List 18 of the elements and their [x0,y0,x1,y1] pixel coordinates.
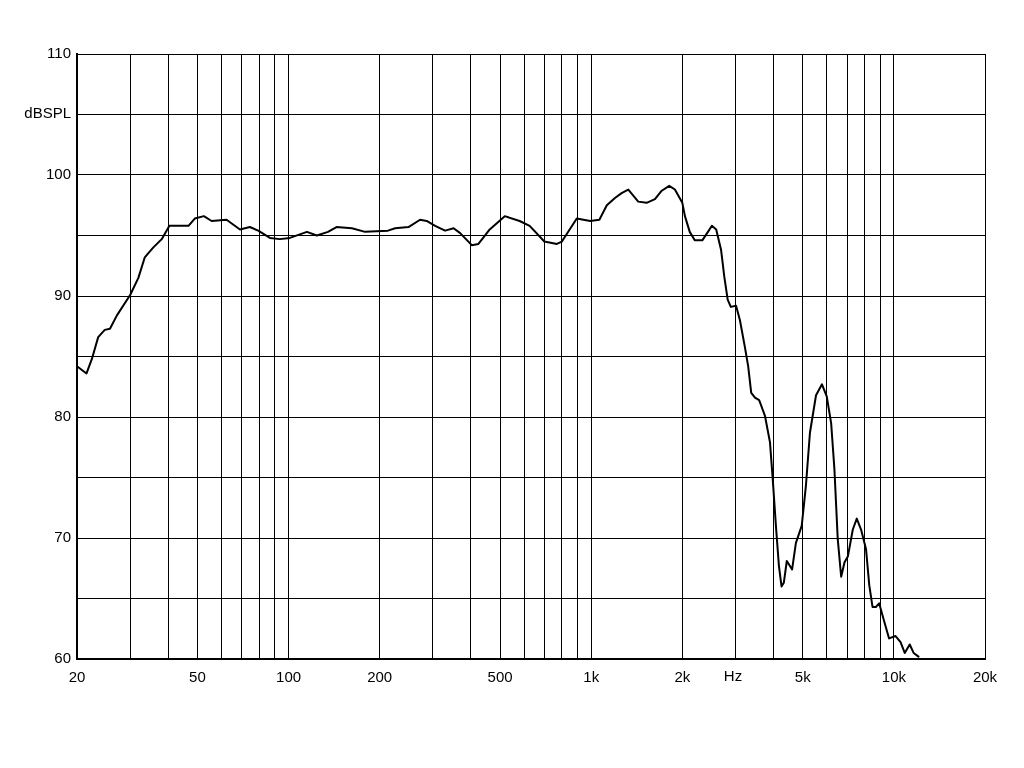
y-tick-label: 70 [54,528,71,546]
x-tick-label: 100 [276,668,302,686]
y-tick-label: 80 [54,407,71,425]
y-tick-label: 90 [54,286,71,304]
x-tick-label: 1k [583,668,600,686]
x-tick-label: 200 [367,668,393,686]
x-tick-label: 2k [674,668,691,686]
y-tick-label: 110 [47,44,71,62]
x-tick-label: 10k [881,668,907,686]
x-tick-label: 20 [68,668,86,686]
x-tick-label: 50 [189,668,206,686]
y-tick-label: 60 [54,649,71,667]
x-tick-label: 20k [972,668,998,686]
y-tick-label: 100 [45,165,71,183]
x-tick-label: 500 [487,668,513,686]
x-tick-label: 5k [794,668,812,686]
y-axis-title: dBSPL [24,104,71,122]
x-axis-title: Hz [723,666,743,684]
